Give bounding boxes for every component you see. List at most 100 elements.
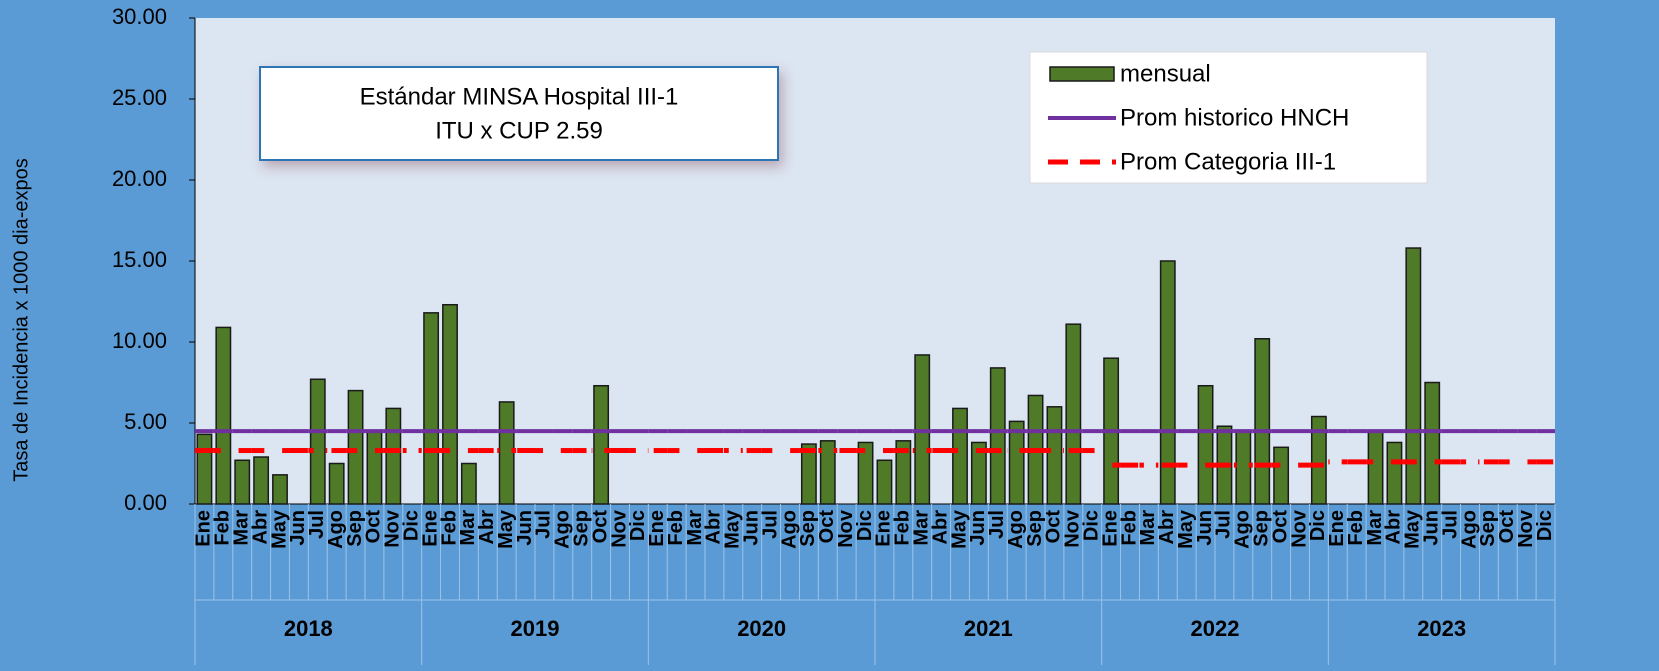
y-axis-label: Tasa de Incidencia x 1000 dia-expos bbox=[10, 158, 32, 482]
x-tick-label: Jun bbox=[1421, 510, 1443, 546]
x-tick-label: Abr bbox=[1156, 510, 1178, 545]
x-tick-label: Nov bbox=[835, 509, 857, 548]
x-tick-label: Dic bbox=[1307, 510, 1329, 541]
x-tick-label: Feb bbox=[212, 510, 234, 546]
x-tick-label: Nov bbox=[382, 509, 404, 548]
x-tick-label: Ago bbox=[552, 510, 574, 549]
bar bbox=[1008, 420, 1025, 505]
bar bbox=[876, 459, 893, 505]
year-label: 2023 bbox=[1417, 616, 1466, 641]
bar bbox=[309, 378, 326, 505]
x-tick-label: Nov bbox=[1515, 509, 1537, 548]
x-tick-label: Oct bbox=[1269, 510, 1291, 544]
bar bbox=[1424, 381, 1441, 505]
x-tick-label: Abr bbox=[929, 510, 951, 545]
x-tick-label: Jul bbox=[306, 510, 328, 539]
x-tick-label: Jun bbox=[967, 510, 989, 546]
x-tick-label: Dic bbox=[1534, 510, 1556, 541]
bar bbox=[366, 430, 383, 505]
bar bbox=[460, 462, 477, 505]
bar bbox=[1386, 441, 1403, 505]
bar bbox=[1046, 406, 1063, 505]
bar bbox=[1065, 323, 1082, 505]
y-tick-label: 10.00 bbox=[112, 328, 167, 353]
annotation-box bbox=[259, 66, 779, 161]
x-tick-label: Dic bbox=[854, 510, 876, 541]
x-tick-label: Jul bbox=[986, 510, 1008, 539]
x-tick-label: Dic bbox=[1081, 510, 1103, 541]
x-tick-label: Ago bbox=[325, 510, 347, 549]
x-tick-label: Sep bbox=[1477, 510, 1499, 547]
x-tick-label: May bbox=[948, 509, 970, 549]
x-tick-label: Nov bbox=[1062, 509, 1084, 548]
x-tick-label: Mar bbox=[1364, 510, 1386, 546]
legend-label: mensual bbox=[1120, 60, 1211, 87]
bar bbox=[819, 440, 836, 505]
bar bbox=[442, 303, 458, 505]
x-tick-label: May bbox=[495, 509, 517, 549]
x-tick-label: Ago bbox=[778, 510, 800, 549]
x-tick-label: Sep bbox=[1024, 510, 1046, 547]
x-tick-label: Nov bbox=[1288, 509, 1310, 548]
x-tick-label: Mar bbox=[231, 510, 253, 546]
x-tick-label: Sep bbox=[1251, 510, 1273, 547]
x-tick-label: Ago bbox=[1005, 510, 1027, 549]
bar bbox=[385, 407, 402, 505]
x-tick-label: Oct bbox=[589, 510, 611, 544]
x-tick-label: Feb bbox=[892, 510, 914, 546]
x-tick-label: Oct bbox=[1043, 510, 1065, 544]
x-tick-label: Abr bbox=[703, 510, 725, 545]
x-tick-label: May bbox=[1402, 509, 1424, 549]
bar bbox=[328, 462, 345, 505]
y-tick-label: 25.00 bbox=[112, 85, 167, 110]
bar bbox=[253, 456, 270, 505]
x-tick-label: Ene bbox=[1099, 510, 1121, 547]
year-label: 2019 bbox=[511, 616, 560, 641]
x-tick-label: Sep bbox=[344, 510, 366, 547]
x-tick-label: Oct bbox=[363, 510, 385, 544]
x-tick-label: May bbox=[1175, 509, 1197, 549]
x-tick-label: Dic bbox=[401, 510, 423, 541]
x-tick-label: May bbox=[722, 509, 744, 549]
bar bbox=[593, 384, 610, 505]
x-tick-label: Oct bbox=[1496, 510, 1518, 544]
bar bbox=[234, 459, 251, 505]
y-tick-label: 20.00 bbox=[112, 166, 167, 191]
x-tick-label: Abr bbox=[476, 510, 498, 545]
x-tick-label: Feb bbox=[1345, 510, 1367, 546]
year-label: 2022 bbox=[1191, 616, 1240, 641]
x-tick-label: Dic bbox=[627, 510, 649, 541]
x-tick-label: Jul bbox=[1439, 510, 1461, 539]
x-tick-label: Abr bbox=[1383, 510, 1405, 545]
x-tick-label: Jun bbox=[1194, 510, 1216, 546]
bar bbox=[196, 433, 213, 505]
annotation-text: ITU x CUP 2.59 bbox=[435, 117, 603, 144]
x-tick-label: Jun bbox=[287, 510, 309, 546]
x-tick-label: Abr bbox=[249, 510, 271, 545]
x-tick-label: Ene bbox=[419, 510, 441, 547]
x-tick-label: Ene bbox=[193, 510, 215, 547]
x-tick-label: Ago bbox=[1232, 510, 1254, 549]
bar bbox=[1235, 430, 1252, 505]
annotation-text: Estándar MINSA Hospital III-1 bbox=[360, 83, 679, 110]
bar bbox=[1273, 446, 1290, 505]
bar bbox=[1159, 260, 1176, 505]
x-tick-label: Jun bbox=[514, 510, 536, 546]
x-tick-label: Oct bbox=[816, 510, 838, 544]
y-tick-label: 30.00 bbox=[112, 4, 167, 29]
year-label: 2020 bbox=[737, 616, 786, 641]
x-tick-label: Ago bbox=[1458, 510, 1480, 549]
x-tick-label: Mar bbox=[1137, 510, 1159, 546]
x-tick-label: Mar bbox=[684, 510, 706, 546]
x-tick-label: Ene bbox=[1326, 510, 1348, 547]
bar bbox=[1197, 384, 1214, 505]
x-tick-label: Feb bbox=[438, 510, 460, 546]
legend-label: Prom historico HNCH bbox=[1120, 104, 1349, 131]
bar bbox=[347, 389, 364, 505]
x-tick-label: Nov bbox=[608, 509, 630, 548]
bar bbox=[1367, 430, 1384, 505]
bar bbox=[1254, 338, 1271, 505]
bar bbox=[857, 441, 874, 505]
bar bbox=[272, 474, 288, 505]
